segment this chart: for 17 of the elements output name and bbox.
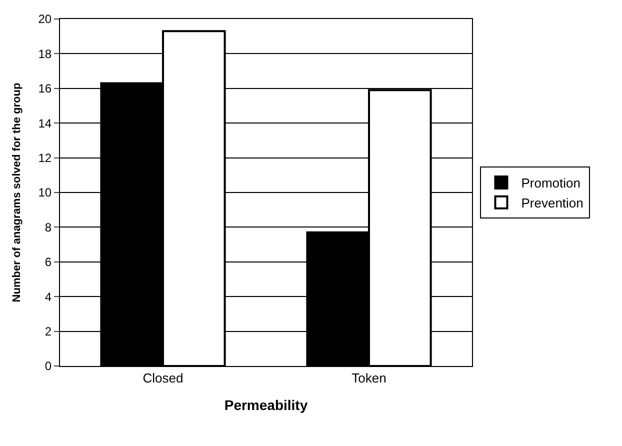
- legend-label: Prevention: [521, 195, 584, 210]
- y-tick-label: 0: [44, 359, 52, 374]
- y-tick-label: 14: [38, 116, 52, 130]
- y-tick-label: 10: [38, 186, 52, 200]
- y-tick-label: 12: [38, 151, 52, 165]
- legend-label: Promotion: [521, 176, 580, 191]
- y-tick-label: 16: [38, 82, 52, 96]
- y-tick-label: 20: [38, 12, 52, 26]
- y-axis-title: Number of anagrams solved for the group: [10, 82, 23, 302]
- y-tick-label: 4: [44, 290, 52, 304]
- y-tick-label: 6: [44, 255, 52, 270]
- x-tick-label: Closed: [142, 370, 184, 386]
- y-tick-label: 8: [44, 220, 52, 234]
- y-tick-label: 2: [44, 324, 52, 338]
- y-tick-label: 18: [38, 46, 52, 61]
- x-tick-label: Token: [352, 370, 386, 386]
- x-axis-title: Permeability: [224, 396, 308, 413]
